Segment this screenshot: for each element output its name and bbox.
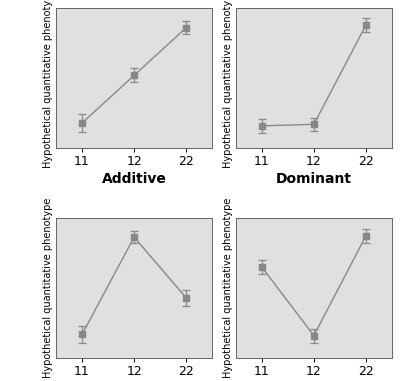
- X-axis label: Dominant: Dominant: [276, 172, 352, 186]
- Y-axis label: Hypothetical quantitative phenotype: Hypothetical quantitative phenotype: [43, 198, 53, 378]
- Y-axis label: Hypothetical quantitative phenotype: Hypothetical quantitative phenotype: [223, 0, 233, 168]
- Y-axis label: Hypothetical quantitative phenotype: Hypothetical quantitative phenotype: [223, 198, 233, 378]
- X-axis label: Additive: Additive: [102, 172, 166, 186]
- Y-axis label: Hypothetical quantitative phenotype: Hypothetical quantitative phenotype: [43, 0, 53, 168]
